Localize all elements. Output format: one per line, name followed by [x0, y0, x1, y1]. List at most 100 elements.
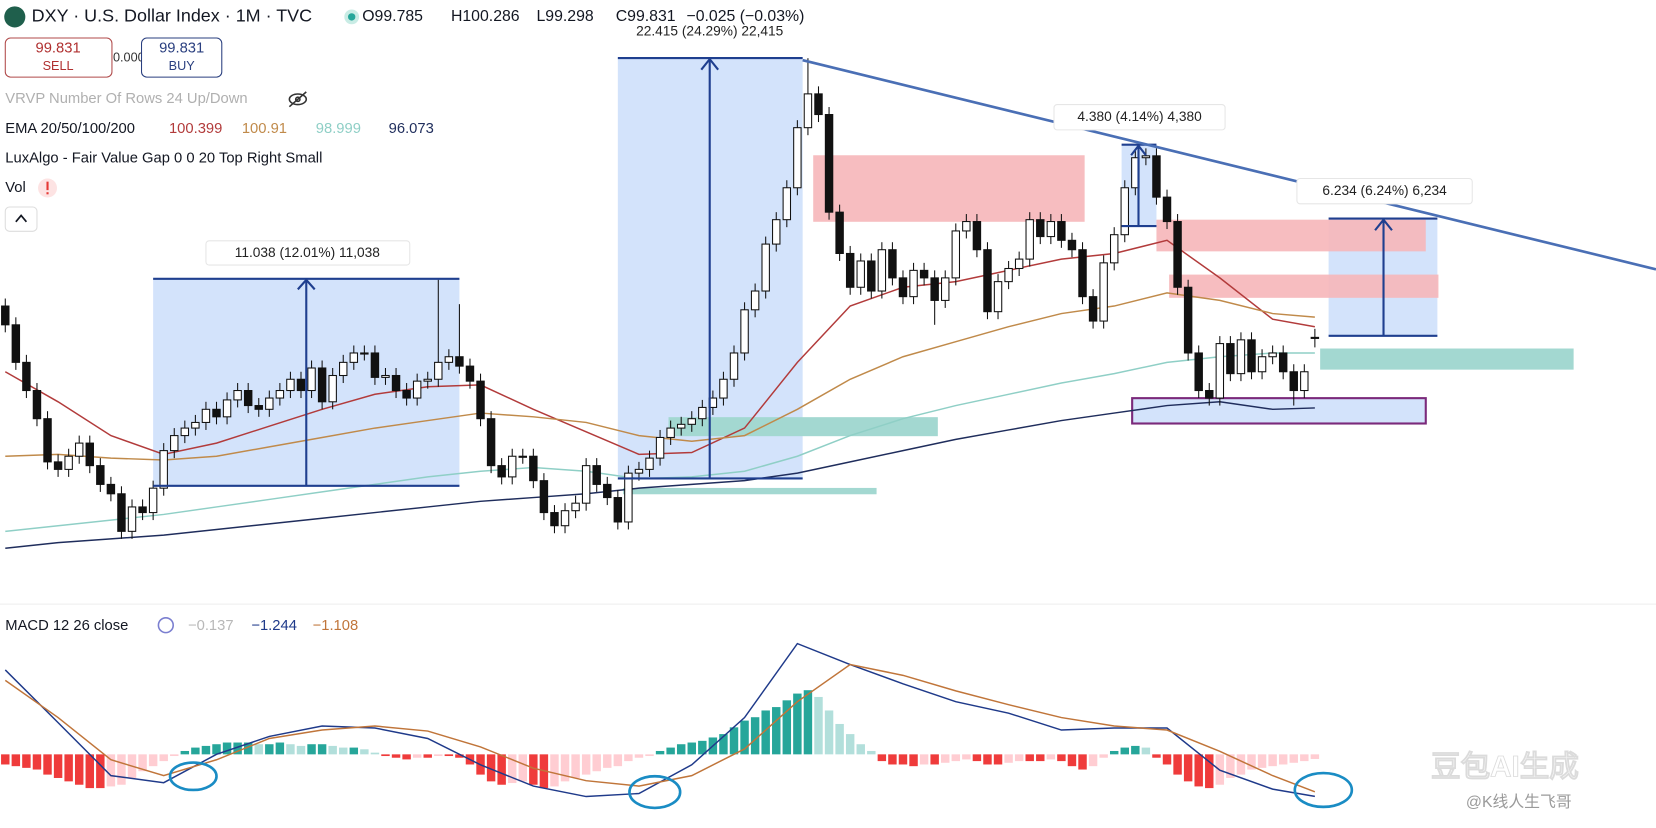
candle-body	[74, 442, 84, 457]
measure-label: 22.415 (24.29%) 22,415	[636, 23, 784, 38]
candle-body	[1004, 267, 1013, 283]
buy-label[interactable]: BUY	[169, 59, 196, 73]
candle-body	[1257, 356, 1267, 373]
buy-button[interactable]	[140, 37, 223, 78]
candle-body	[191, 421, 200, 429]
histogram-bar	[423, 754, 432, 758]
histogram-bar	[898, 754, 908, 765]
histogram-bar	[803, 690, 813, 755]
measure-label: 4.380 (4.14%) 4,380	[1077, 109, 1202, 124]
candle-body	[243, 390, 253, 407]
candle-body	[1300, 371, 1309, 392]
histogram-bar	[1036, 754, 1045, 762]
vol-indicator[interactable]: Vol	[5, 180, 26, 196]
histogram-bar	[1057, 754, 1066, 762]
fvg-bearish	[813, 155, 1085, 222]
candle-body	[877, 249, 887, 292]
histogram-bar	[529, 754, 538, 785]
candle-body	[951, 230, 961, 279]
candle-body	[434, 361, 443, 380]
ohlc-low: L99.298	[537, 8, 594, 25]
candle-body	[254, 405, 263, 410]
histogram-bar	[1109, 750, 1119, 755]
histogram-bar	[1247, 754, 1256, 770]
histogram-bar	[962, 754, 971, 760]
watermark: 豆包AI生成	[1431, 750, 1579, 784]
histogram-bar	[349, 747, 359, 755]
candle-body	[43, 418, 52, 463]
histogram-bar	[856, 744, 865, 755]
candle-body	[265, 397, 274, 410]
histogram-bar	[370, 752, 380, 755]
histogram-bar	[148, 754, 158, 767]
histogram-bar	[824, 710, 834, 755]
candle-body	[317, 367, 327, 403]
histogram-bar	[402, 754, 411, 760]
candle-body	[1215, 343, 1225, 399]
candle-body	[32, 390, 42, 420]
histogram-bar	[1004, 754, 1013, 763]
candle-body	[1310, 336, 1320, 339]
candle-body	[592, 465, 601, 485]
histogram-bar	[581, 754, 591, 775]
histogram-bar	[550, 754, 559, 787]
candle-body	[1109, 234, 1119, 264]
candle-body	[296, 378, 306, 392]
candle-body	[328, 374, 337, 403]
fvg-indicator[interactable]: LuxAlgo - Fair Value Gap 0 0 20 Top Righ…	[5, 150, 322, 166]
candle-body	[444, 356, 454, 363]
histogram-bar	[191, 747, 200, 755]
ema-value: 98.999	[316, 121, 361, 137]
highlight-circle	[628, 774, 682, 810]
histogram-bar	[1257, 754, 1267, 768]
histogram-bar	[360, 749, 369, 755]
candle-body	[1014, 258, 1024, 270]
indicator-line	[4, 239, 1316, 456]
warning-mark	[46, 181, 49, 191]
candle-body	[993, 281, 1003, 313]
histogram-bar	[1205, 754, 1214, 789]
candle-body	[983, 249, 992, 313]
macd-value: −1.244	[251, 618, 297, 634]
sell-label[interactable]: SELL	[43, 59, 74, 73]
settings-icon[interactable]	[157, 617, 174, 634]
candle-body	[476, 380, 485, 420]
candle-body	[581, 465, 591, 504]
histogram-bar	[1088, 754, 1098, 767]
macd-indicator[interactable]: MACD 12 26 close	[5, 618, 128, 634]
histogram-bar	[11, 754, 21, 767]
candle-body	[1141, 155, 1151, 159]
vrvp-indicator[interactable]: VRVP Number Of Rows 24 Up/Down	[5, 91, 247, 107]
histogram-bar	[983, 754, 992, 765]
histogram-bar	[381, 754, 390, 757]
histogram-bar	[1152, 754, 1161, 758]
candle-body	[867, 260, 876, 292]
sell-price[interactable]: 99.831	[36, 40, 81, 56]
ema-indicator[interactable]: EMA 20/50/100/200	[5, 121, 135, 137]
candle-body	[412, 380, 422, 399]
candle-body	[1036, 219, 1045, 238]
histogram-bar	[740, 720, 749, 755]
sell-button[interactable]	[4, 37, 113, 78]
measure-arrowhead	[297, 278, 316, 291]
histogram-bar	[328, 745, 337, 755]
histogram-bar	[455, 754, 464, 758]
candle-body	[1162, 196, 1172, 223]
hide-icon[interactable]	[288, 91, 308, 108]
histogram-bar	[972, 754, 982, 762]
candle-body	[888, 249, 897, 279]
candle-body	[750, 290, 760, 311]
candle-body	[22, 361, 31, 392]
buy-price[interactable]: 99.831	[159, 40, 204, 56]
candle-body	[360, 352, 369, 355]
collapse-button[interactable]	[4, 206, 38, 232]
ema-value: 96.073	[389, 121, 434, 137]
candle-body	[307, 367, 316, 392]
candle-body	[1152, 155, 1161, 198]
candle-body	[455, 356, 464, 367]
candle-body	[1120, 187, 1129, 236]
histogram-bar	[286, 744, 295, 755]
histogram-bar	[634, 754, 644, 758]
histogram-bar	[233, 742, 242, 755]
